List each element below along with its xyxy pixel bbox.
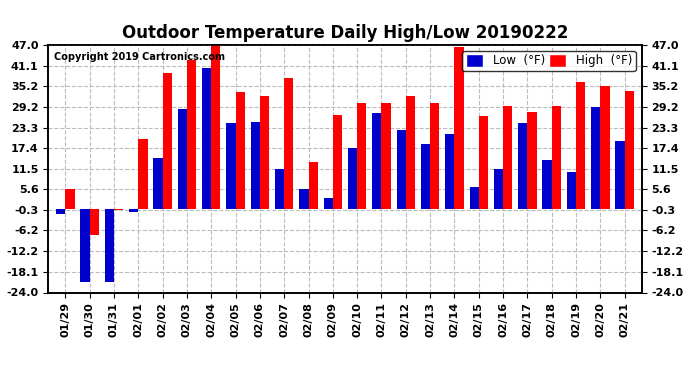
Bar [235,92,245,209]
Bar [455,47,464,209]
Bar [129,209,138,212]
Bar [153,158,163,209]
Bar [202,68,211,209]
Bar [591,107,600,209]
Bar [114,209,124,210]
Legend: Low  (°F), High  (°F): Low (°F), High (°F) [462,51,635,71]
Bar [421,144,430,209]
Bar [56,209,66,214]
Bar [178,110,187,209]
Bar [138,140,148,209]
Title: Outdoor Temperature Daily High/Low 20190222: Outdoor Temperature Daily High/Low 20190… [122,24,568,42]
Bar [275,169,284,209]
Bar [552,106,561,209]
Bar [81,209,90,282]
Bar [542,160,552,209]
Bar [518,123,527,209]
Bar [382,102,391,209]
Bar [600,86,609,209]
Bar [430,102,440,209]
Bar [211,41,221,209]
Bar [527,112,537,209]
Text: Copyright 2019 Cartronics.com: Copyright 2019 Cartronics.com [55,53,225,62]
Bar [576,82,585,209]
Bar [566,172,576,209]
Bar [372,113,382,209]
Bar [90,209,99,235]
Bar [105,209,114,282]
Bar [615,141,624,209]
Bar [469,187,479,209]
Bar [324,198,333,209]
Bar [479,117,488,209]
Bar [66,189,75,209]
Bar [284,78,293,209]
Bar [163,73,172,209]
Bar [357,102,366,209]
Bar [494,169,503,209]
Bar [308,162,318,209]
Bar [250,122,260,209]
Bar [187,60,196,209]
Bar [406,96,415,209]
Bar [348,148,357,209]
Bar [397,130,406,209]
Bar [445,134,455,209]
Bar [624,91,634,209]
Bar [299,189,308,209]
Bar [260,96,269,209]
Bar [226,123,235,209]
Bar [333,115,342,209]
Bar [503,106,512,209]
